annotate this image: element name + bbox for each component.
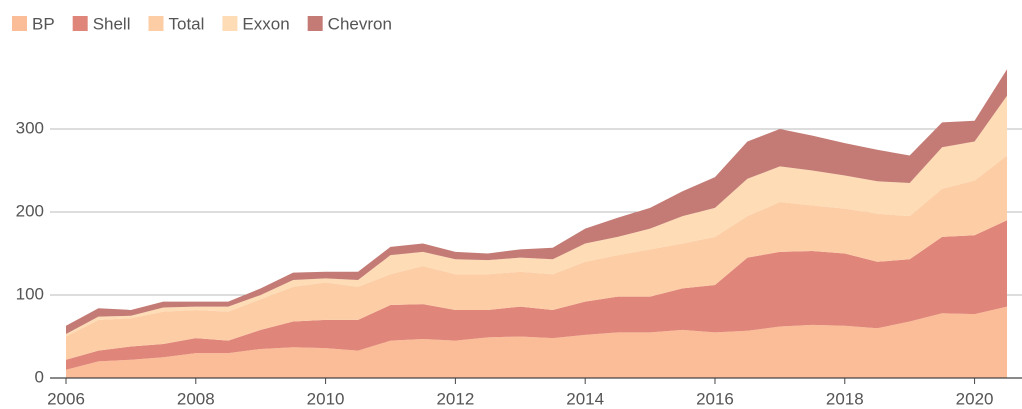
x-tick-label: 2012 — [436, 389, 474, 408]
x-tick-label: 2010 — [307, 389, 345, 408]
x-tick-label: 2016 — [696, 389, 734, 408]
x-tick-label: 2014 — [566, 389, 604, 408]
x-tick-label: 2018 — [826, 389, 864, 408]
legend-label: Shell — [93, 14, 131, 33]
legend-swatch — [72, 16, 88, 31]
y-tick-label: 200 — [16, 201, 44, 220]
legend-label: Exxon — [242, 14, 289, 33]
area — [66, 306, 1008, 378]
legend-label: Total — [169, 14, 205, 33]
legend-swatch — [307, 16, 323, 31]
y-tick-label: 300 — [16, 118, 44, 137]
area — [66, 155, 1008, 360]
x-tick-label: 2008 — [177, 389, 215, 408]
area — [66, 69, 1008, 335]
y-tick-label: 0 — [35, 367, 44, 386]
x-tick-label: 2020 — [956, 389, 994, 408]
legend-label: Chevron — [328, 14, 392, 33]
legend-swatch — [148, 16, 164, 31]
y-tick-label: 100 — [16, 284, 44, 303]
legend-swatch — [12, 16, 27, 31]
legend-label: BP — [32, 14, 55, 33]
area — [66, 220, 1008, 370]
legend-swatch — [222, 16, 238, 31]
x-tick-label: 2006 — [47, 389, 85, 408]
areas — [66, 69, 1008, 378]
